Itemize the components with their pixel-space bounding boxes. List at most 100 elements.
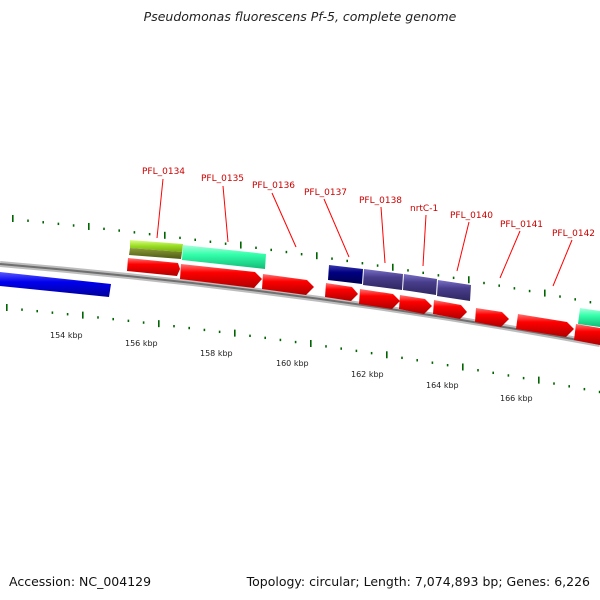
minor-tick bbox=[255, 246, 257, 250]
minor-tick bbox=[583, 387, 586, 391]
gene-arrow bbox=[475, 308, 509, 327]
minor-tick bbox=[361, 262, 364, 265]
minor-tick bbox=[492, 371, 494, 375]
minor-tick bbox=[498, 284, 500, 287]
minor-tick bbox=[422, 271, 424, 275]
minor-tick bbox=[507, 374, 510, 377]
minor-tick bbox=[127, 319, 130, 323]
minor-tick bbox=[407, 269, 409, 272]
minor-tick bbox=[598, 390, 600, 394]
minor-tick bbox=[203, 328, 206, 332]
minor-tick bbox=[179, 236, 181, 240]
major-tick bbox=[234, 329, 236, 337]
minor-tick bbox=[528, 289, 531, 293]
major-tick bbox=[462, 363, 464, 371]
minor-tick bbox=[370, 351, 373, 355]
minor-tick bbox=[209, 240, 212, 243]
inner-tick-ring bbox=[6, 304, 600, 394]
minor-tick bbox=[270, 248, 272, 252]
minor-tick bbox=[300, 253, 303, 256]
gene-arrow bbox=[516, 314, 574, 337]
gene-arrow bbox=[399, 295, 432, 314]
major-tick bbox=[6, 304, 8, 311]
minor-tick bbox=[346, 259, 348, 263]
scale-label: 166 kbp bbox=[500, 394, 533, 403]
gene-label: nrtC-1 bbox=[410, 204, 438, 214]
minor-tick bbox=[431, 361, 434, 364]
minor-tick bbox=[559, 295, 561, 298]
feature-slate-block bbox=[363, 269, 471, 301]
major-tick bbox=[392, 263, 394, 271]
gene-label: PFL_0142 bbox=[552, 229, 595, 239]
scale-label: 162 kbp bbox=[351, 370, 384, 379]
minor-tick bbox=[188, 326, 190, 330]
gene-label: PFL_0135 bbox=[201, 174, 244, 184]
gene-label: PFL_0141 bbox=[500, 220, 543, 230]
minor-tick bbox=[249, 334, 251, 338]
genome-backbone bbox=[0, 261, 600, 347]
scale-labels: 154 kbp 156 kbp 158 kbp 160 kbp 162 kbp … bbox=[50, 331, 533, 403]
scale-label: 158 kbp bbox=[200, 349, 233, 358]
feature-pfl-0134-lime bbox=[129, 240, 183, 259]
minor-tick bbox=[133, 231, 136, 234]
minor-tick bbox=[72, 224, 75, 227]
minor-tick bbox=[477, 369, 479, 372]
feature-pfl-0135-aqua bbox=[182, 245, 266, 269]
minor-tick bbox=[452, 276, 455, 280]
major-tick bbox=[88, 222, 90, 230]
minor-tick bbox=[325, 345, 327, 348]
minor-tick bbox=[42, 221, 44, 224]
major-tick bbox=[82, 311, 84, 319]
topology-summary: Topology: circular; Length: 7,074,893 bp… bbox=[246, 574, 590, 589]
minor-tick bbox=[66, 313, 69, 316]
gene-arrow bbox=[180, 264, 262, 288]
minor-tick bbox=[118, 229, 120, 232]
minor-tick bbox=[416, 359, 418, 362]
minor-tick bbox=[97, 316, 99, 319]
major-tick bbox=[316, 252, 318, 260]
gene-arrow bbox=[359, 289, 400, 309]
scale-label: 156 kbp bbox=[125, 339, 158, 348]
outer-tick-ring bbox=[12, 215, 592, 304]
gene-leader-lines bbox=[156, 178, 573, 287]
gene-label: PFL_0138 bbox=[359, 196, 402, 206]
major-tick bbox=[164, 231, 166, 239]
minor-tick bbox=[294, 340, 297, 344]
major-tick bbox=[468, 276, 470, 284]
gene-label: PFL_0134 bbox=[142, 167, 185, 177]
minor-tick bbox=[589, 301, 592, 304]
gene-arrow bbox=[325, 283, 358, 301]
minor-tick bbox=[57, 222, 60, 226]
gene-arrows bbox=[127, 258, 600, 345]
minor-tick bbox=[264, 336, 266, 340]
gene-arrow bbox=[127, 258, 180, 276]
blue-feature bbox=[0, 272, 111, 297]
scale-label: 154 kbp bbox=[50, 331, 83, 340]
major-tick bbox=[310, 339, 312, 347]
minor-tick bbox=[148, 232, 151, 236]
gene-labels: PFL_0134 PFL_0135 PFL_0136 PFL_0137 PFL_… bbox=[142, 167, 595, 239]
minor-tick bbox=[483, 281, 485, 285]
gene-arrow bbox=[433, 300, 467, 319]
major-tick bbox=[538, 376, 540, 384]
minor-tick bbox=[568, 385, 570, 388]
minor-tick bbox=[103, 227, 105, 231]
gene-label: PFL_0140 bbox=[450, 211, 493, 221]
minor-tick bbox=[331, 257, 333, 260]
minor-tick bbox=[27, 219, 29, 222]
feature-right-aqua bbox=[578, 308, 600, 327]
minor-tick bbox=[142, 321, 145, 324]
minor-tick bbox=[401, 356, 403, 360]
minor-tick bbox=[279, 338, 282, 342]
minor-tick bbox=[446, 363, 449, 367]
minor-tick bbox=[218, 330, 221, 334]
gene-label: PFL_0136 bbox=[252, 181, 295, 191]
minor-tick bbox=[224, 242, 227, 245]
scale-label: 164 kbp bbox=[426, 381, 459, 390]
minor-tick bbox=[194, 238, 196, 241]
feature-pfl-0137-navy bbox=[328, 265, 363, 284]
gene-arrow bbox=[574, 324, 600, 345]
minor-tick bbox=[355, 349, 358, 353]
minor-tick bbox=[285, 250, 288, 254]
